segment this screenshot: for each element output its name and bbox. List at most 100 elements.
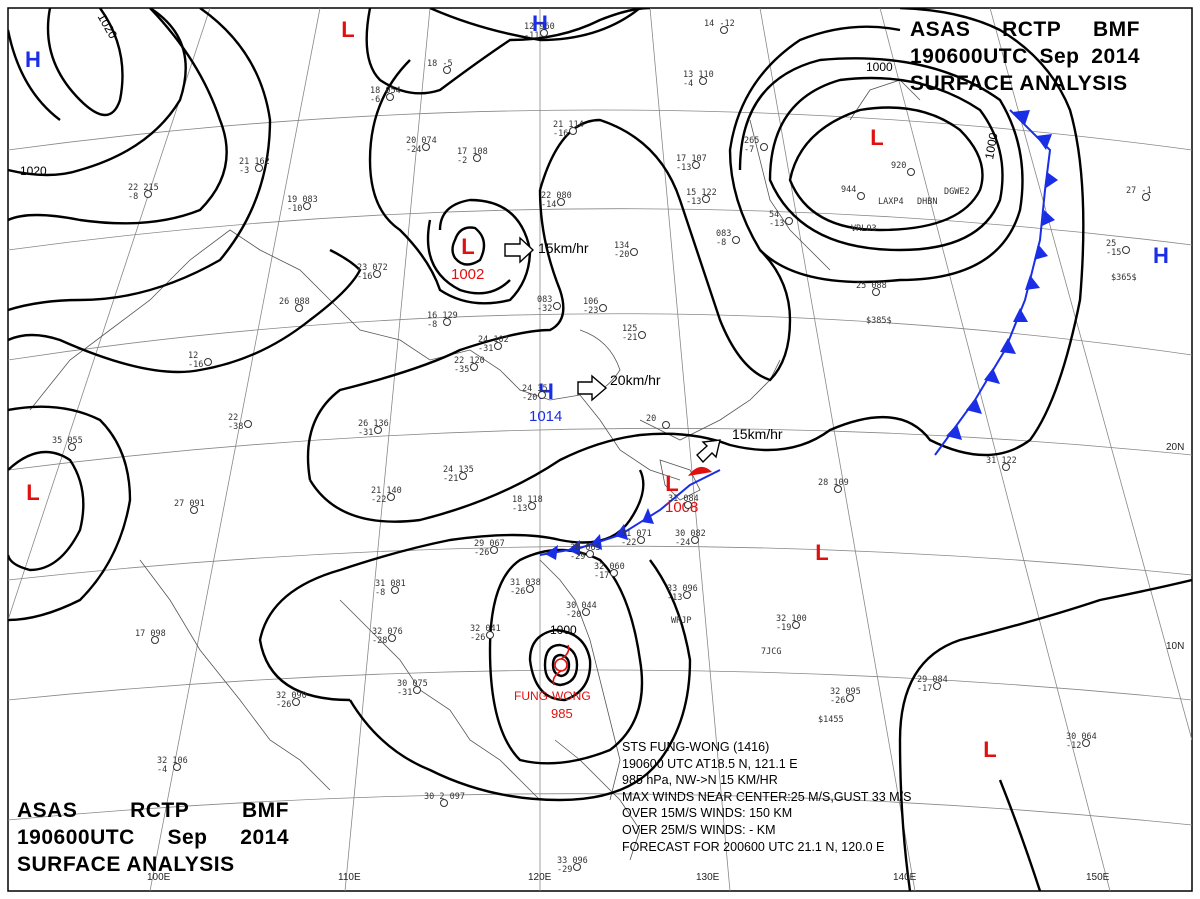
station-plot: 30 065 -29 [570, 543, 601, 562]
station-circle-icon [473, 154, 481, 162]
station-circle-icon [459, 472, 467, 480]
station-circle-icon [857, 192, 865, 200]
low-pressure-marker: L [461, 234, 475, 259]
station-plot: 22 080 -14 [541, 191, 572, 210]
cold-front-ne [934, 109, 1058, 456]
storm-info-line: FORECAST FOR 200600 UTC 21.1 N, 120.0 E [622, 839, 885, 854]
station-plot: 21 162 -3 [239, 157, 270, 176]
station-plot: 30 2 097 [424, 792, 465, 802]
station-circle-icon [792, 621, 800, 629]
station-circle-icon [720, 26, 728, 34]
station-circle-icon [702, 195, 710, 203]
station-circle-icon [683, 591, 691, 599]
typhoon-name: FUNG-WONG [514, 689, 591, 703]
station-plot: 18 118 -13 [512, 495, 543, 514]
station-plot: 19 083 -10 [287, 195, 318, 214]
station-circle-icon [443, 318, 451, 326]
station-circle-icon [440, 799, 448, 807]
storm-info: STS FUNG-WONG (1416) 190600 UTC AT18.5 N… [622, 739, 911, 855]
station-plot: 20 [646, 414, 657, 424]
longitude-label: 140E [893, 872, 917, 883]
low-pressure-marker: L [870, 125, 884, 150]
storm-info-line: 190600 UTC AT18.5 N, 121.1 E [622, 756, 798, 771]
station-circle-icon [586, 550, 594, 558]
station-circle-icon [388, 634, 396, 642]
high-pressure-value: 1014 [529, 408, 563, 425]
station-plot: 31 071 -22 [621, 529, 652, 548]
station-circle-icon [691, 536, 699, 544]
station-circle-icon [204, 358, 212, 366]
map-title-top: ASAS RCTP BMF 190600UTC Sep 2014 SURFACE… [910, 16, 1140, 97]
station-circle-icon [255, 164, 263, 172]
station-plot: 30 082 -24 [675, 529, 706, 548]
station-circle-icon [540, 29, 548, 37]
storm-info-line: MAX WINDS NEAR CENTER:25 M/S,GUST 33 M/S [622, 789, 912, 804]
station-plot: 24 35 -20 [522, 384, 548, 403]
station-circle-icon [374, 426, 382, 434]
longitude-label: 110E [338, 872, 361, 883]
station-circle-icon [386, 93, 394, 101]
station-plot: 25 088 [856, 281, 887, 291]
title-year: 2014 [240, 826, 289, 849]
isobars [8, 8, 1192, 891]
station-plot: 31 084 [668, 494, 699, 504]
station-plot: 32 060 -17 [594, 562, 625, 581]
station-code: DGWE2 [944, 187, 970, 197]
station-plot: 31 038 -26 [510, 578, 541, 597]
station-circle-icon [538, 391, 546, 399]
station-circle-icon [470, 363, 478, 371]
station-plot: 944 [841, 185, 857, 195]
station-plot: 22 215 -8 [128, 183, 159, 202]
station-plot: 32 095 -26 [830, 687, 861, 706]
storm-info-line: 985 hPa, NW->N 15 KM/HR [622, 773, 778, 788]
station-circle-icon [872, 288, 880, 296]
station-circle-icon [443, 66, 451, 74]
station-circle-icon [422, 143, 430, 151]
movement-speed-label: 15km/hr [538, 240, 589, 256]
station-circle-icon [637, 536, 645, 544]
station-circle-icon [144, 190, 152, 198]
station-circle-icon [528, 502, 536, 510]
station-code: $1455 [818, 715, 844, 725]
station-circle-icon [573, 863, 581, 871]
storm-info-line: OVER 15M/S WINDS: 150 KM [622, 806, 793, 821]
title-agency: ASAS [910, 18, 971, 41]
station-plot: 54 -13 [769, 210, 785, 229]
title-station: RCTP [1002, 18, 1062, 41]
station-circle-icon [292, 698, 300, 706]
station-circle-icon [373, 270, 381, 278]
station-circle-icon [1142, 193, 1150, 201]
station-circle-icon [1122, 246, 1130, 254]
high-pressure-marker: H [25, 47, 41, 72]
station-circle-icon [490, 546, 498, 554]
title-agency: ASAS [17, 799, 78, 822]
station-circle-icon [582, 608, 590, 616]
low-pressure-marker: L [815, 540, 829, 565]
longitude-label: 130E [696, 872, 720, 883]
storm-info-line: STS FUNG-WONG (1416) [622, 740, 770, 754]
station-circle-icon [569, 127, 577, 135]
station-circle-icon [846, 694, 854, 702]
typhoon-pressure: 985 [551, 706, 573, 721]
movement-arrows [504, 236, 721, 464]
longitude-label: 100E [147, 872, 171, 883]
station-plot: 26 136 -31 [358, 419, 389, 438]
station-plot: 083 -8 [716, 229, 732, 248]
station-plot: 17 098 [135, 629, 166, 639]
title-source: BMF [242, 799, 289, 822]
station-plot: 13 110 -4 [683, 70, 714, 89]
low-pressure-marker: L [26, 480, 40, 505]
low-pressure-marker: L [341, 17, 355, 42]
station-plot: 29 067 -26 [474, 539, 505, 558]
station-plot: 265 -7 [744, 136, 760, 155]
station-plot: 30 075 -31 [397, 679, 428, 698]
station-plot: 29 084 -17 [917, 675, 948, 694]
station-circle-icon [1002, 463, 1010, 471]
station-plot: 18 -5 [427, 59, 453, 69]
station-plot: 18 054 -6 [370, 86, 401, 105]
low-pressure-marker: L [983, 737, 997, 762]
station-circle-icon [68, 443, 76, 451]
storm-info-line: OVER 25M/S WINDS: - KM [622, 822, 776, 837]
station-circle-icon [391, 586, 399, 594]
station-plot: 134 -20 [614, 241, 630, 260]
